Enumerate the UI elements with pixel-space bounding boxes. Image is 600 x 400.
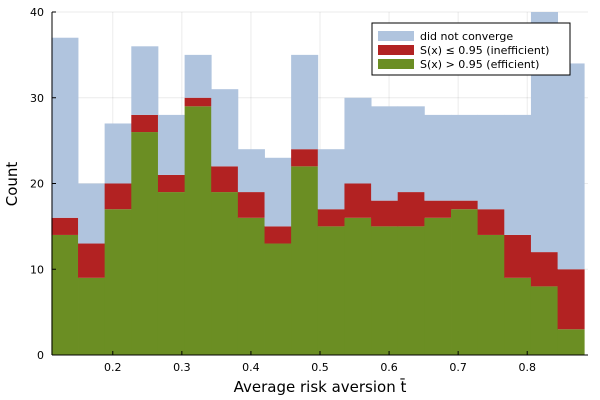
- bar-inefficient: [397, 192, 425, 227]
- bar-efficient: [78, 277, 106, 355]
- bar-inefficient: [264, 226, 292, 244]
- legend-swatch-inefficient: [378, 45, 414, 55]
- bar-inefficient: [104, 183, 132, 210]
- bar-efficient: [237, 217, 265, 355]
- bar-did-not-converge: [157, 114, 186, 175]
- bar-did-not-converge: [104, 123, 132, 184]
- bar-did-not-converge: [504, 114, 532, 235]
- bar-efficient: [184, 106, 212, 355]
- y-tick-label: 30: [30, 92, 44, 105]
- y-axis-title: Count: [3, 162, 21, 207]
- bar-did-not-converge: [477, 114, 505, 210]
- bar-inefficient: [291, 149, 319, 167]
- bar-did-not-converge: [131, 46, 159, 115]
- bar-inefficient: [557, 269, 585, 330]
- bar-efficient: [264, 243, 292, 355]
- bar-efficient: [477, 234, 505, 355]
- histogram-bars: [51, 12, 585, 355]
- x-tick-label: 0.7: [449, 361, 467, 374]
- bar-efficient: [557, 329, 585, 355]
- bar-did-not-converge: [291, 54, 319, 150]
- bar-inefficient: [51, 217, 79, 235]
- x-tick-label: 0.6: [380, 361, 398, 374]
- bar-inefficient: [157, 174, 186, 193]
- bar-did-not-converge: [424, 114, 452, 201]
- bar-efficient: [371, 226, 399, 355]
- legend-label: did not converge: [420, 30, 513, 43]
- axes: [51, 11, 588, 356]
- bar-did-not-converge: [51, 37, 79, 218]
- bar-inefficient: [451, 200, 479, 210]
- bar-inefficient: [131, 114, 159, 133]
- bar-efficient: [211, 192, 239, 355]
- x-tick-label: 0.4: [242, 361, 260, 374]
- x-tick-label: 0.5: [311, 361, 329, 374]
- bar-efficient: [51, 234, 79, 355]
- bar-inefficient: [78, 243, 106, 278]
- bar-inefficient: [424, 200, 452, 218]
- bar-did-not-converge: [451, 114, 479, 201]
- x-tick-label: 0.3: [173, 361, 191, 374]
- x-axis-title: Average risk aversion t̄: [234, 377, 407, 396]
- bar-did-not-converge: [237, 149, 265, 193]
- bar-efficient: [504, 277, 532, 355]
- bar-efficient: [451, 209, 479, 355]
- bar-did-not-converge: [264, 157, 292, 227]
- bar-inefficient: [211, 166, 239, 193]
- bar-efficient: [344, 217, 372, 355]
- legend-label: S(x) ≤ 0.95 (inefficient): [420, 44, 549, 57]
- y-tick-label: 20: [30, 178, 44, 191]
- bar-efficient: [397, 226, 425, 355]
- bar-inefficient: [371, 200, 399, 227]
- bar-did-not-converge: [184, 54, 212, 98]
- bar-inefficient: [317, 209, 345, 227]
- bar-did-not-converge: [78, 183, 106, 244]
- bar-did-not-converge: [344, 97, 372, 184]
- bar-did-not-converge: [317, 149, 345, 210]
- bar-did-not-converge: [557, 63, 585, 270]
- bar-efficient: [157, 192, 186, 355]
- legend-label: S(x) > 0.95 (efficient): [420, 58, 539, 71]
- legend-swatch-did-not-converge: [378, 31, 414, 41]
- y-tick-label: 10: [30, 263, 44, 276]
- bar-inefficient: [184, 97, 212, 107]
- bar-inefficient: [477, 209, 505, 235]
- bar-efficient: [291, 166, 319, 355]
- bar-inefficient: [237, 192, 265, 218]
- bar-inefficient: [530, 252, 559, 287]
- tick-labels: 0.2 0.3 0.4 0.5 0.6 0.7 0.8 0 10 20 30 40: [30, 6, 536, 374]
- x-tick-label: 0.8: [518, 361, 536, 374]
- bar-efficient: [424, 217, 452, 355]
- bar-efficient: [131, 132, 159, 355]
- bar-did-not-converge: [371, 106, 399, 201]
- x-tick-label: 0.2: [104, 361, 122, 374]
- legend-swatch-efficient: [378, 59, 414, 69]
- y-tick-label: 40: [30, 6, 44, 19]
- bar-efficient: [104, 209, 132, 355]
- y-tick-label: 0: [37, 349, 44, 362]
- bar-inefficient: [344, 183, 372, 218]
- bar-inefficient: [504, 234, 532, 278]
- bar-efficient: [530, 286, 559, 355]
- bar-did-not-converge: [211, 89, 239, 167]
- bar-did-not-converge: [397, 106, 425, 193]
- bar-efficient: [317, 226, 345, 355]
